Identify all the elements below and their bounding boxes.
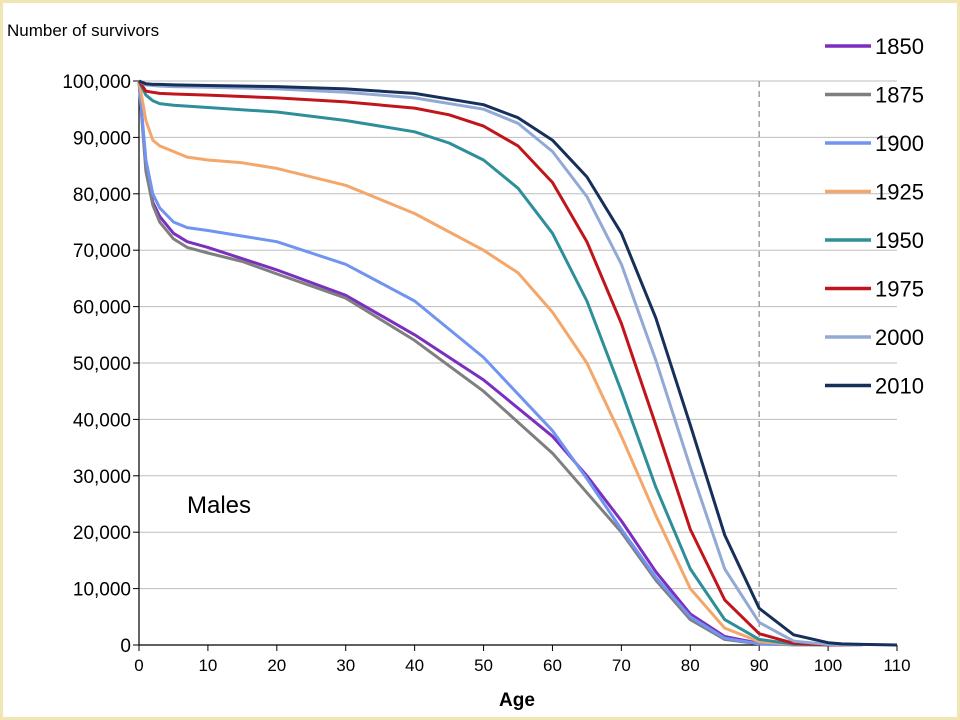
grid-lines: [139, 80, 897, 590]
legend: 1850 1875 1900 1925 1950 1975 2000 2010: [825, 34, 924, 399]
x-tick-label: 30: [336, 656, 355, 675]
y-tick-label: 100,000: [62, 72, 131, 93]
x-axis-ticks: 0 10 20 30 40 50 60 70 80 90 100 110: [134, 645, 911, 675]
x-tick-label: 90: [750, 656, 769, 675]
y-tick-label: 50,000: [73, 354, 131, 375]
legend-label-1875: 1875: [875, 83, 924, 108]
y-tick-label: 40,000: [73, 410, 131, 431]
legend-label-1950: 1950: [875, 228, 924, 253]
y-tick-label: 30,000: [73, 467, 131, 488]
x-tick-label: 70: [612, 656, 631, 675]
males-annotation: Males: [187, 492, 251, 519]
series-line-1975: [137, 80, 863, 647]
x-tick-label: 0: [134, 656, 143, 675]
series-line-1950: [137, 80, 863, 647]
series-lines: [137, 79, 898, 647]
chart-frame: 0 10,000 20,000 30,000 40,000 50,000 60,000 70,…: [3, 3, 957, 717]
legend-label-1850: 1850: [875, 34, 924, 59]
y-tick-label: 20,000: [73, 523, 131, 544]
x-axis-label: Age: [499, 690, 535, 711]
legend-label-1975: 1975: [875, 277, 924, 302]
y-tick-label: 70,000: [73, 241, 131, 262]
legend-label-1925: 1925: [875, 180, 924, 205]
x-tick-label: 50: [474, 656, 493, 675]
x-tick-label: 20: [267, 656, 286, 675]
survival-chart: 0 10,000 20,000 30,000 40,000 50,000 60,000 70,…: [7, 21, 924, 711]
y-axis-ticks: 0 10,000 20,000 30,000 40,000 50,000 60,000 70,…: [62, 72, 139, 657]
x-tick-label: 110: [883, 656, 910, 675]
y-tick-label: 80,000: [73, 185, 131, 206]
legend-label-1900: 1900: [875, 131, 924, 156]
legend-label-2000: 2000: [875, 325, 924, 350]
y-tick-label: 90,000: [73, 128, 131, 149]
x-tick-label: 10: [198, 656, 217, 675]
y-tick-label: 60,000: [73, 298, 131, 319]
y-tick-label: 10,000: [73, 580, 131, 601]
y-axis-label: Number of survivors: [7, 21, 159, 40]
x-tick-label: 60: [543, 656, 562, 675]
x-tick-label: 40: [405, 656, 424, 675]
series-line-1925: [137, 80, 863, 647]
x-tick-label: 80: [681, 656, 700, 675]
y-tick-label: 0: [120, 636, 131, 657]
legend-label-2010: 2010: [875, 374, 924, 399]
series-line-2000: [138, 79, 863, 647]
series-line-1900: [137, 80, 863, 647]
series-line-2010: [138, 79, 898, 647]
x-tick-label: 100: [814, 656, 842, 675]
